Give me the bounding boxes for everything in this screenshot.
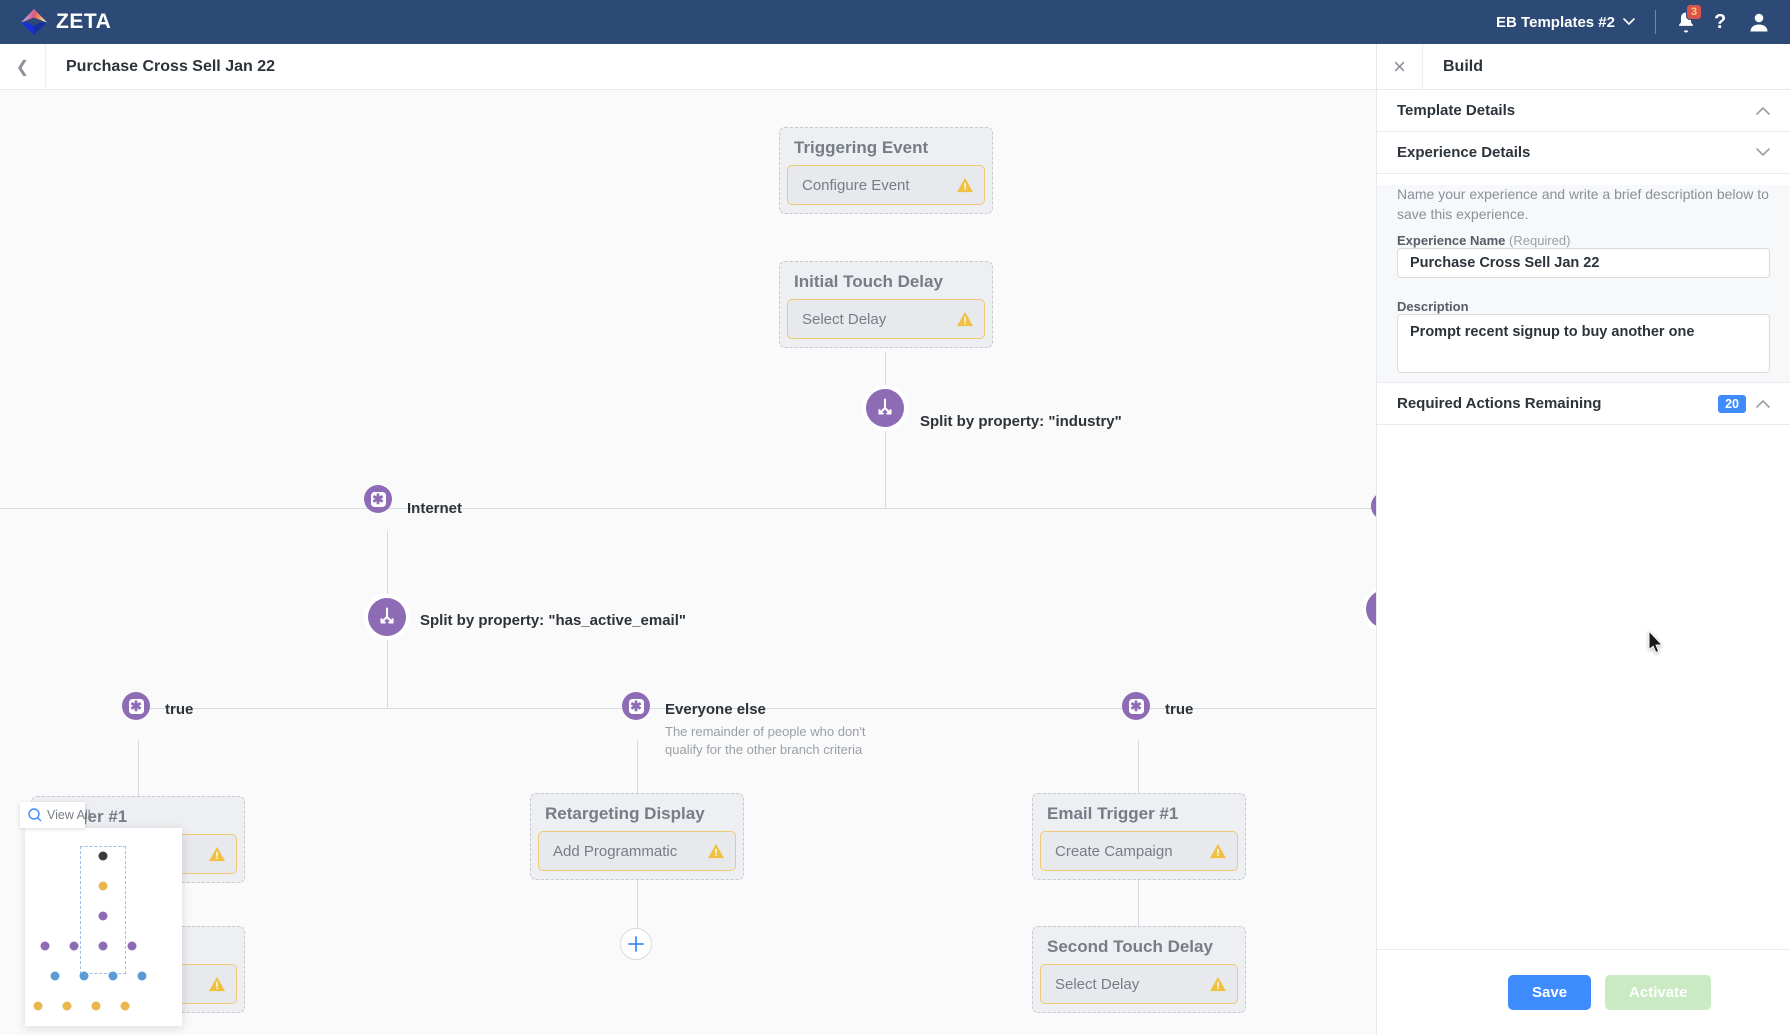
svg-text:?: ? — [1714, 11, 1726, 33]
